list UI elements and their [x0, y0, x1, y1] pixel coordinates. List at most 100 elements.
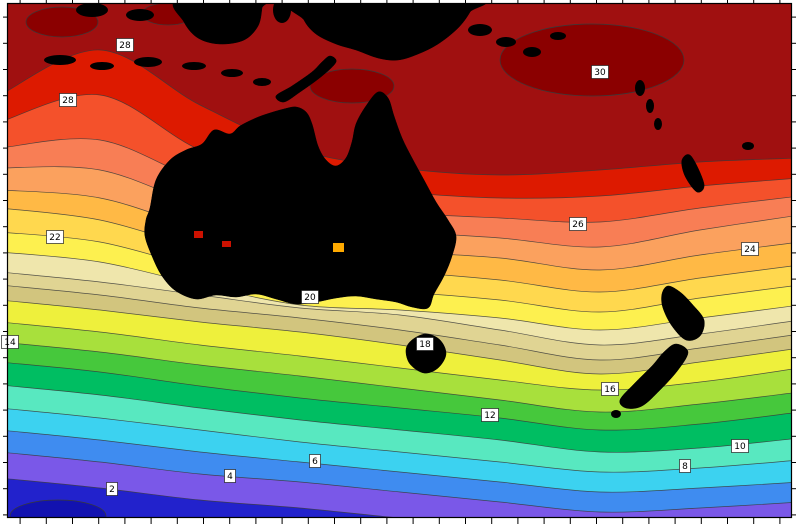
- contour-label-box: [741, 242, 759, 256]
- contour-label-8: 8: [679, 459, 691, 473]
- contour-line-2: [7, 478, 393, 517]
- contour-label-value: 28: [62, 96, 74, 106]
- land-tasmania: [405, 333, 447, 374]
- contour-label-value: 16: [604, 385, 616, 395]
- contour-label-box: [59, 93, 77, 107]
- contour-label-box: [591, 65, 609, 79]
- contour-labels: 28 28 30 26 24 22 20 18 16 14 12 10 8 6 4 2: [1, 38, 759, 496]
- islet: [273, 4, 291, 23]
- contour-label-16: 16: [601, 382, 619, 396]
- land-new-caledonia: [681, 154, 705, 193]
- contour-label-box: [106, 482, 118, 496]
- contour-label-value: 24: [744, 245, 756, 255]
- islet: [523, 47, 541, 57]
- land-new-zealand-south-island: [619, 343, 689, 409]
- contour-label-24: 24: [741, 242, 759, 256]
- contour-label-26: 26: [569, 217, 587, 231]
- inland-lake: [222, 241, 231, 247]
- contour-label-box: [1, 335, 19, 349]
- warm-blob: [309, 68, 395, 104]
- contour-label-box: [46, 230, 64, 244]
- islet: [44, 55, 76, 65]
- contour-label-box: [416, 337, 434, 351]
- axis-ticks: [3, 0, 796, 524]
- islet: [253, 78, 271, 86]
- islet: [468, 24, 492, 36]
- contour-line-6: [7, 430, 792, 493]
- landmasses: [44, 4, 754, 418]
- warm-core-blobs: [9, 4, 685, 517]
- islet: [654, 118, 662, 130]
- islet: [221, 69, 243, 77]
- contour-label-10: 10: [731, 439, 749, 453]
- islet: [496, 37, 516, 47]
- islet: [182, 62, 206, 70]
- land-new-guinea: [286, 4, 486, 61]
- contour-label-box: [224, 469, 236, 483]
- contour-label-20: 20: [301, 290, 319, 304]
- islet: [134, 57, 162, 67]
- islet: [90, 62, 114, 70]
- land-timor: [275, 55, 337, 103]
- contour-label-box: [569, 217, 587, 231]
- contour-label-22: 22: [46, 230, 64, 244]
- contour-label-4: 4: [224, 469, 236, 483]
- contour-line-16: [7, 322, 792, 391]
- contour-label-value: 28: [119, 41, 131, 51]
- contour-label-box: [301, 290, 319, 304]
- islet: [76, 4, 108, 17]
- contour-label-box: [679, 459, 691, 473]
- map-border: [6, 2, 793, 519]
- contour-line-20: [7, 272, 792, 346]
- islet: [646, 99, 654, 113]
- contour-label-box: [309, 454, 321, 468]
- islet: [126, 9, 154, 21]
- contour-label-value: 26: [572, 220, 584, 230]
- contour-label-value: 8: [682, 462, 688, 472]
- band-below-2: [7, 478, 390, 517]
- contour-label-14: 14: [1, 335, 19, 349]
- contour-line-10: [7, 385, 792, 453]
- contour-label-value: 30: [594, 68, 606, 78]
- contour-line-14: [7, 342, 792, 413]
- contour-line-8: [7, 408, 792, 473]
- inland-lake: [194, 231, 203, 238]
- contour-label-value: 12: [484, 411, 495, 421]
- contour-label-box: [116, 38, 134, 52]
- cold-blob: [9, 499, 107, 517]
- islet: [635, 80, 645, 96]
- contour-label-value: 14: [4, 338, 16, 348]
- map-frame: [3, 0, 796, 524]
- contour-label-value: 6: [312, 457, 318, 467]
- islet: [742, 142, 754, 150]
- contour-label-value: 10: [734, 442, 746, 452]
- contour-label-value: 2: [109, 485, 115, 495]
- land-new-zealand-north-island: [661, 285, 705, 341]
- contour-label-value: 22: [49, 233, 60, 243]
- contour-label-12: 12: [481, 408, 499, 422]
- contour-label-28: 28: [59, 93, 77, 107]
- contour-label-28: 28: [116, 38, 134, 52]
- contour-label-value: 4: [227, 472, 233, 482]
- contour-label-30: 30: [591, 65, 609, 79]
- contour-label-value: 18: [419, 340, 431, 350]
- contour-label-value: 20: [304, 293, 316, 303]
- contour-label-2: 2: [106, 482, 118, 496]
- land-sulawesi-group: [172, 4, 267, 45]
- islet: [611, 410, 621, 418]
- inland-lake: [333, 243, 344, 252]
- contour-label-box: [481, 408, 499, 422]
- contour-line-12: [7, 362, 792, 431]
- contour-label-18: 18: [416, 337, 434, 351]
- contour-line-4: [7, 452, 792, 513]
- contour-label-box: [731, 439, 749, 453]
- contour-label-box: [601, 382, 619, 396]
- warm-blob: [499, 23, 685, 97]
- islet: [550, 32, 566, 40]
- contour-label-6: 6: [309, 454, 321, 468]
- land-australia: [144, 91, 457, 310]
